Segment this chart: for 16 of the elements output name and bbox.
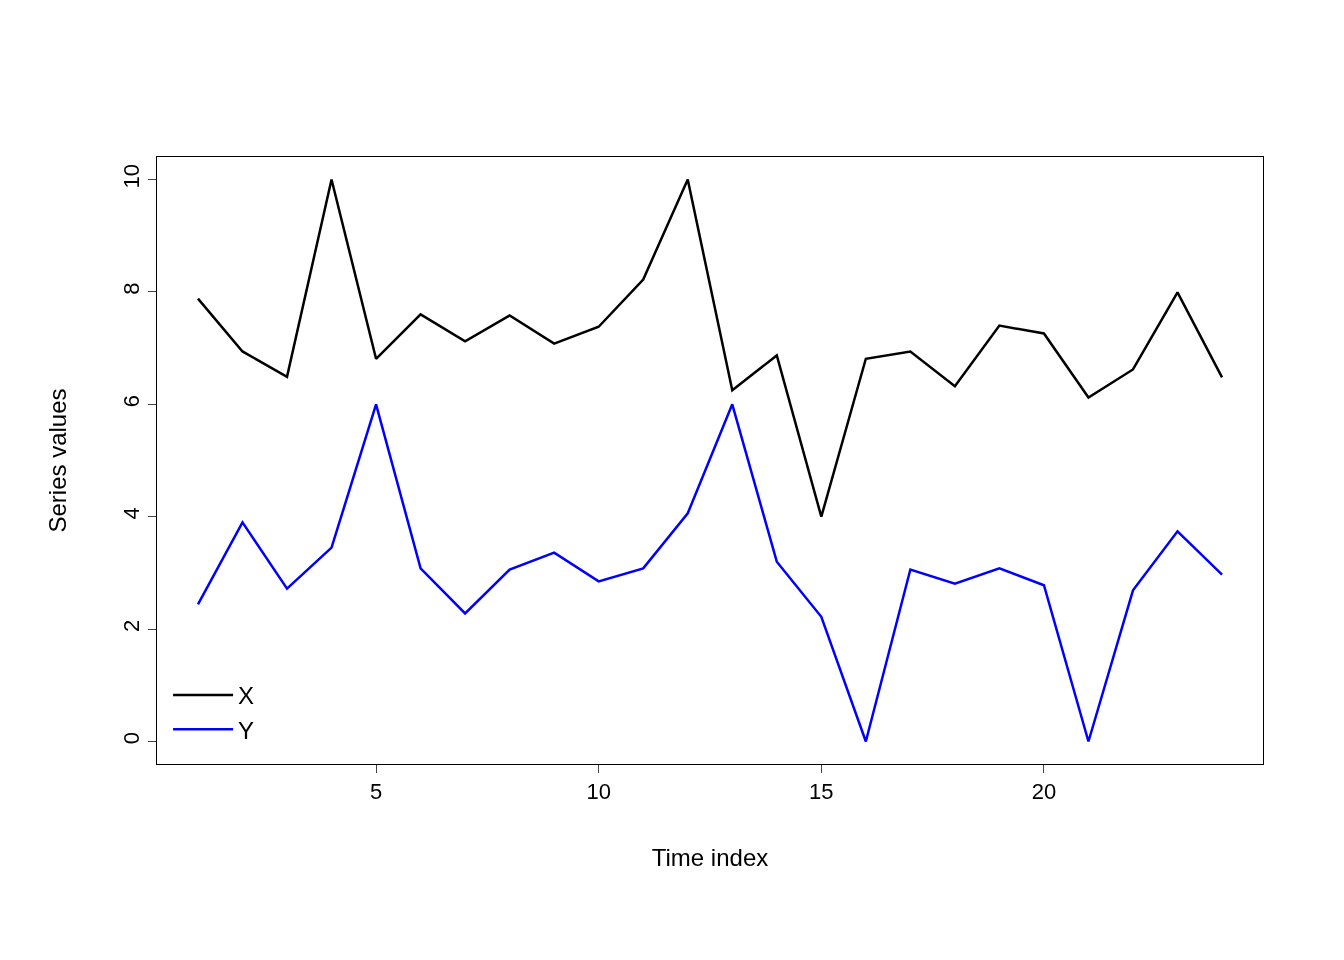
legend-label: Y: [238, 716, 255, 744]
x-axis-title: Time index: [651, 843, 769, 871]
legend-label: X: [238, 682, 255, 710]
y-tick-label: 10: [119, 163, 145, 189]
x-tick-label: 10: [586, 779, 611, 805]
y-axis-title: Series values: [44, 388, 72, 533]
y-tick-label: 2: [119, 619, 145, 632]
x-tick-label: 5: [369, 779, 383, 805]
y-tick-label: 4: [119, 507, 145, 520]
line-series: [196, 178, 1224, 518]
line-series: [196, 403, 1224, 743]
x-tick-label: 15: [809, 779, 834, 805]
y-tick-label: 0: [119, 732, 145, 745]
x-tick-label: 20: [1031, 779, 1057, 805]
y-tick-label: 6: [119, 394, 145, 408]
y-tick-label: 8: [119, 282, 145, 295]
